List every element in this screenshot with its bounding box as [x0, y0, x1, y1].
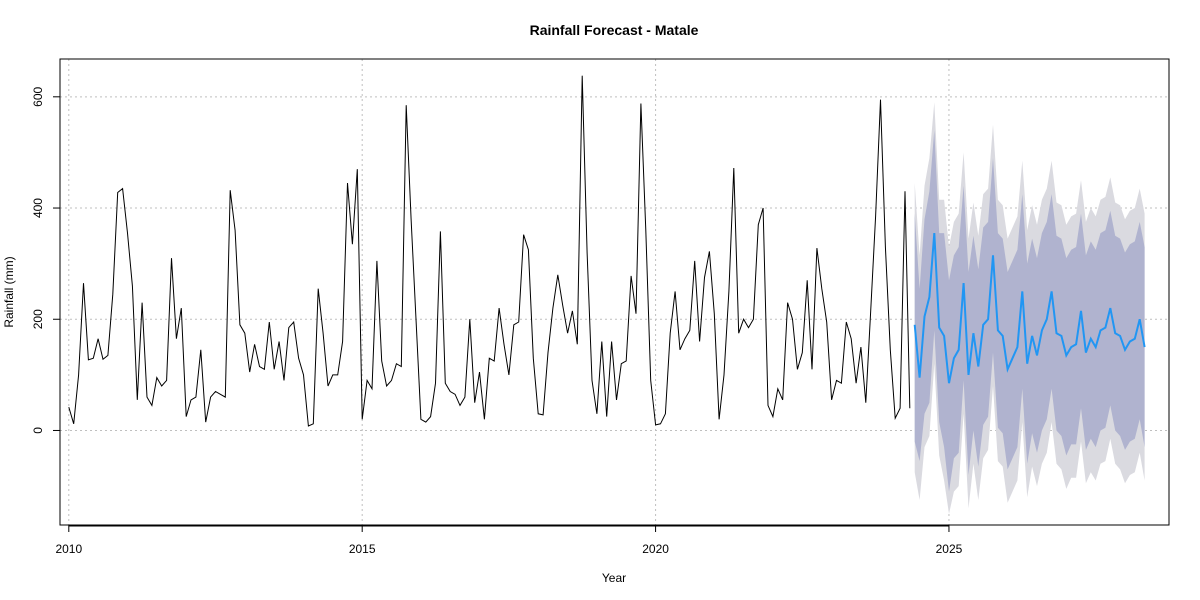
- y-tick-label: 200: [31, 309, 45, 329]
- x-tick-label: 2015: [349, 542, 376, 556]
- y-axis-label: Rainfall (mm): [2, 256, 16, 327]
- x-tick-label: 2010: [55, 542, 82, 556]
- y-tick-label: 400: [31, 198, 45, 218]
- history-line: [68, 75, 911, 427]
- x-tick-label: 2020: [642, 542, 669, 556]
- history-series: [68, 75, 911, 427]
- y-tick-label: 600: [31, 86, 45, 106]
- x-axis: 2010 2015 2020 2025: [55, 525, 963, 556]
- chart-title: Rainfall Forecast - Matale: [530, 22, 699, 38]
- forecast-line: [913, 233, 1146, 384]
- y-tick-label: 0: [31, 427, 45, 434]
- band-80-area: [914, 130, 1145, 492]
- forecast-band-80: [914, 130, 1145, 492]
- x-axis-label: Year: [602, 571, 626, 585]
- x-tick-label: 2025: [936, 542, 963, 556]
- y-axis: 0 200 400 600: [31, 86, 61, 434]
- forecast-series: [913, 233, 1146, 384]
